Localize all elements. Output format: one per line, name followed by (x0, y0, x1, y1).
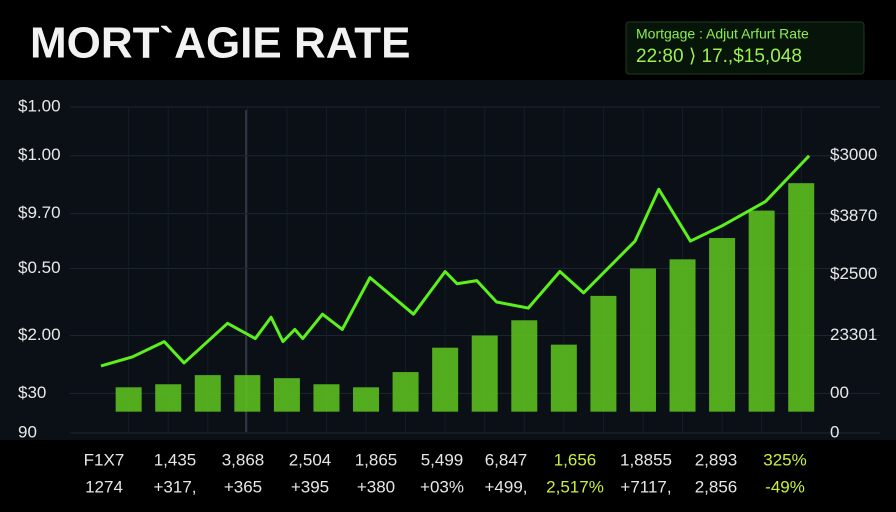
y2-tick-label: 23301 (830, 325, 877, 344)
title: MORT`AGIE RATE (30, 19, 411, 68)
bar (629, 268, 656, 412)
table-cell: 1,435 (154, 450, 197, 469)
y2-tick-label: 0 (830, 422, 839, 441)
bar (353, 387, 380, 412)
table-cell: 6,847 (485, 450, 528, 469)
y2-tick-label: $3870 (830, 206, 877, 225)
bar (709, 238, 736, 412)
bar (155, 384, 182, 412)
bar (590, 295, 617, 412)
badge (625, 21, 865, 75)
bar (550, 344, 577, 412)
y-tick-label: $1.00 (18, 96, 61, 115)
bar (471, 335, 498, 412)
table-cell: 1,656 (554, 450, 597, 469)
table-cell: +7117, (620, 477, 671, 496)
bar (788, 183, 815, 412)
table-cell: 5,499 (421, 450, 464, 469)
table-cell: 3,868 (222, 450, 265, 469)
table-cell: -49% (765, 477, 805, 496)
table-cell: +365 (224, 477, 262, 496)
table-cell: +380 (357, 477, 395, 496)
y-tick-label: $0.50 (18, 258, 61, 277)
y-tick-label: $1.00 (18, 145, 61, 164)
table-cell: +395 (291, 477, 329, 496)
y-tick-label: $9.70 (18, 203, 61, 222)
bar (313, 384, 340, 412)
table-cell: 1,8855 (620, 450, 672, 469)
table-cell: F1X7 (84, 450, 125, 469)
table-cell: 2,504 (289, 450, 332, 469)
table-cell: 2,893 (695, 450, 738, 469)
table-cell: 1274 (85, 477, 123, 496)
bar (234, 375, 261, 412)
table-cell: 2,517% (546, 477, 604, 496)
bar (432, 347, 459, 412)
y-tick-label: $30 (18, 383, 46, 402)
table-cell: 1,865 (355, 450, 398, 469)
line (100, 154, 811, 368)
bar (511, 320, 538, 412)
table-cell: +03% (420, 477, 464, 496)
y2-tick-label: $2500 (830, 264, 877, 283)
bar (669, 259, 696, 412)
table-cell: 325% (763, 450, 806, 469)
bar (392, 372, 419, 412)
y2-tick-label: 00 (830, 383, 849, 402)
badge-value: 22:80 ⟩ 17.,$15,048 (636, 46, 802, 67)
bar (115, 387, 142, 412)
table-cell: 2,856 (695, 477, 738, 496)
table-cell: +499, (484, 477, 527, 496)
y-tick-label: 90 (18, 422, 37, 441)
y-tick-label: $2.00 (18, 325, 61, 344)
bar (194, 375, 221, 412)
bar (748, 210, 775, 412)
table-cell: +317, (153, 477, 196, 496)
y2-tick-label: $3000 (830, 145, 877, 164)
bar (273, 378, 300, 412)
badge-label: Mortgage : Adjut Arfurt Rate (636, 26, 809, 42)
